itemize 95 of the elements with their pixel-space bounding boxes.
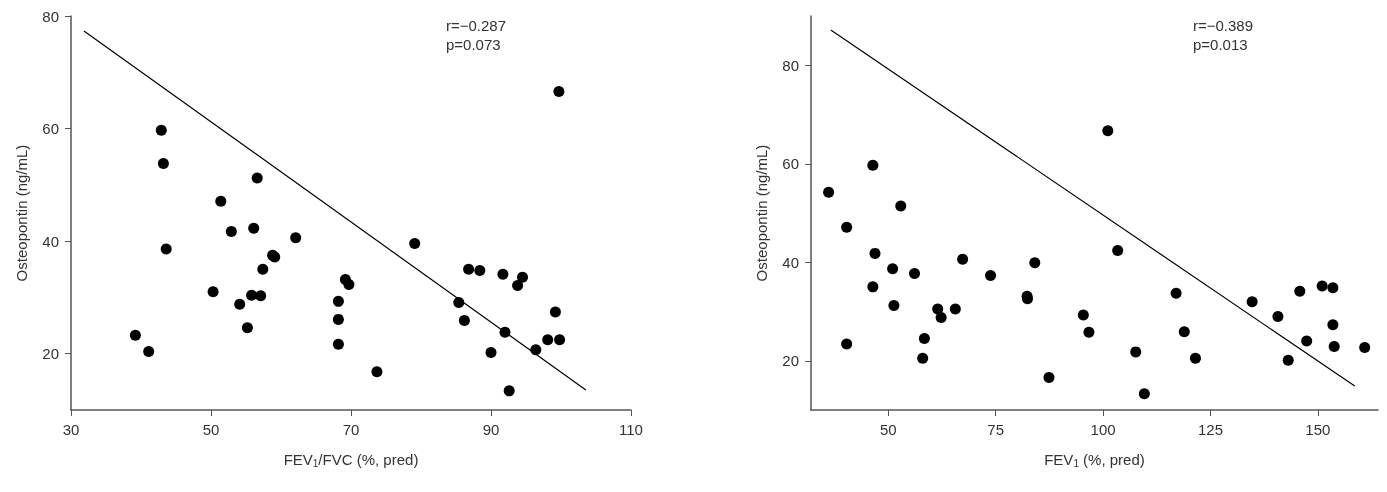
y-tick-label: 40 bbox=[42, 232, 59, 250]
point bbox=[497, 268, 509, 280]
annotation: r=−0.287 bbox=[446, 17, 507, 34]
point bbox=[909, 268, 921, 280]
point bbox=[935, 311, 947, 323]
point bbox=[1327, 282, 1339, 294]
point bbox=[290, 232, 302, 244]
point bbox=[1130, 346, 1142, 358]
y-tick-label: 20 bbox=[42, 345, 59, 363]
point bbox=[332, 295, 344, 307]
point bbox=[888, 300, 900, 312]
point bbox=[332, 338, 344, 350]
point bbox=[1102, 125, 1114, 137]
point bbox=[215, 195, 227, 207]
x-tick-label: 70 bbox=[342, 421, 360, 438]
point bbox=[553, 85, 565, 97]
point bbox=[957, 253, 969, 265]
point bbox=[485, 347, 497, 359]
point bbox=[1316, 280, 1328, 292]
point bbox=[1328, 340, 1340, 352]
point bbox=[234, 298, 246, 310]
point bbox=[157, 157, 169, 169]
y-tick-label: 60 bbox=[782, 155, 799, 173]
point bbox=[869, 247, 881, 259]
point bbox=[918, 333, 930, 345]
x-tick-label: 30 bbox=[62, 421, 80, 438]
x-tick-label: 110 bbox=[619, 421, 643, 438]
point bbox=[887, 263, 899, 275]
x-tick-label: 75 bbox=[987, 421, 1005, 438]
point bbox=[458, 315, 470, 326]
point bbox=[332, 313, 344, 325]
point bbox=[1077, 309, 1089, 321]
y-axis-title: Osteopontin (ng/mL) bbox=[753, 144, 770, 282]
y-axis-title: Osteopontin (ng/mL) bbox=[13, 144, 30, 282]
y-tick-label: 80 bbox=[782, 56, 799, 74]
x-tick-label: 50 bbox=[879, 421, 897, 438]
x-tick-label: 50 bbox=[202, 421, 220, 438]
point bbox=[225, 226, 237, 238]
x-tick-label: 150 bbox=[1305, 421, 1331, 438]
point bbox=[463, 263, 475, 275]
point bbox=[542, 334, 554, 346]
point bbox=[549, 306, 561, 318]
point bbox=[867, 159, 879, 171]
point bbox=[155, 124, 167, 136]
point bbox=[985, 270, 997, 282]
point bbox=[949, 303, 961, 315]
point bbox=[1282, 354, 1294, 366]
point bbox=[1301, 335, 1313, 347]
point bbox=[1029, 257, 1041, 269]
point bbox=[248, 222, 260, 234]
point bbox=[1294, 285, 1306, 297]
point bbox=[474, 264, 486, 276]
point bbox=[371, 366, 383, 378]
point bbox=[343, 278, 355, 290]
point bbox=[867, 281, 879, 293]
point bbox=[841, 338, 853, 350]
point bbox=[207, 286, 219, 298]
y-tick-label: 40 bbox=[782, 253, 799, 271]
x-tick-label: 125 bbox=[1197, 421, 1223, 438]
point bbox=[1189, 352, 1201, 364]
annotation: r=−0.389 bbox=[1193, 17, 1254, 34]
point bbox=[1138, 388, 1150, 400]
y-tick-label: 80 bbox=[42, 7, 59, 25]
point bbox=[241, 322, 253, 334]
point bbox=[1359, 341, 1371, 353]
point bbox=[554, 334, 566, 346]
point bbox=[255, 290, 267, 302]
point bbox=[1112, 244, 1124, 256]
y-tick-label: 60 bbox=[42, 120, 59, 138]
point bbox=[246, 289, 258, 301]
y-tick-label: 20 bbox=[782, 352, 799, 370]
x-tick-label: 100 bbox=[1090, 421, 1116, 438]
point bbox=[1246, 296, 1258, 308]
annotation: p=0.013 bbox=[1193, 36, 1248, 53]
point bbox=[129, 329, 141, 341]
point bbox=[1272, 310, 1284, 322]
point bbox=[512, 280, 524, 292]
point bbox=[251, 172, 263, 184]
point bbox=[841, 221, 853, 233]
point bbox=[1170, 287, 1182, 299]
point bbox=[257, 263, 269, 275]
point bbox=[160, 243, 172, 255]
point bbox=[1083, 326, 1095, 338]
point bbox=[895, 200, 907, 212]
point bbox=[517, 271, 528, 283]
point bbox=[409, 237, 421, 249]
point bbox=[1327, 319, 1339, 331]
point bbox=[1178, 326, 1190, 338]
annotation: p=0.073 bbox=[446, 36, 501, 53]
point bbox=[503, 385, 515, 397]
x-tick-label: 90 bbox=[482, 421, 500, 438]
point bbox=[1043, 372, 1055, 383]
point bbox=[917, 352, 929, 364]
point bbox=[143, 345, 155, 357]
point bbox=[823, 186, 835, 198]
